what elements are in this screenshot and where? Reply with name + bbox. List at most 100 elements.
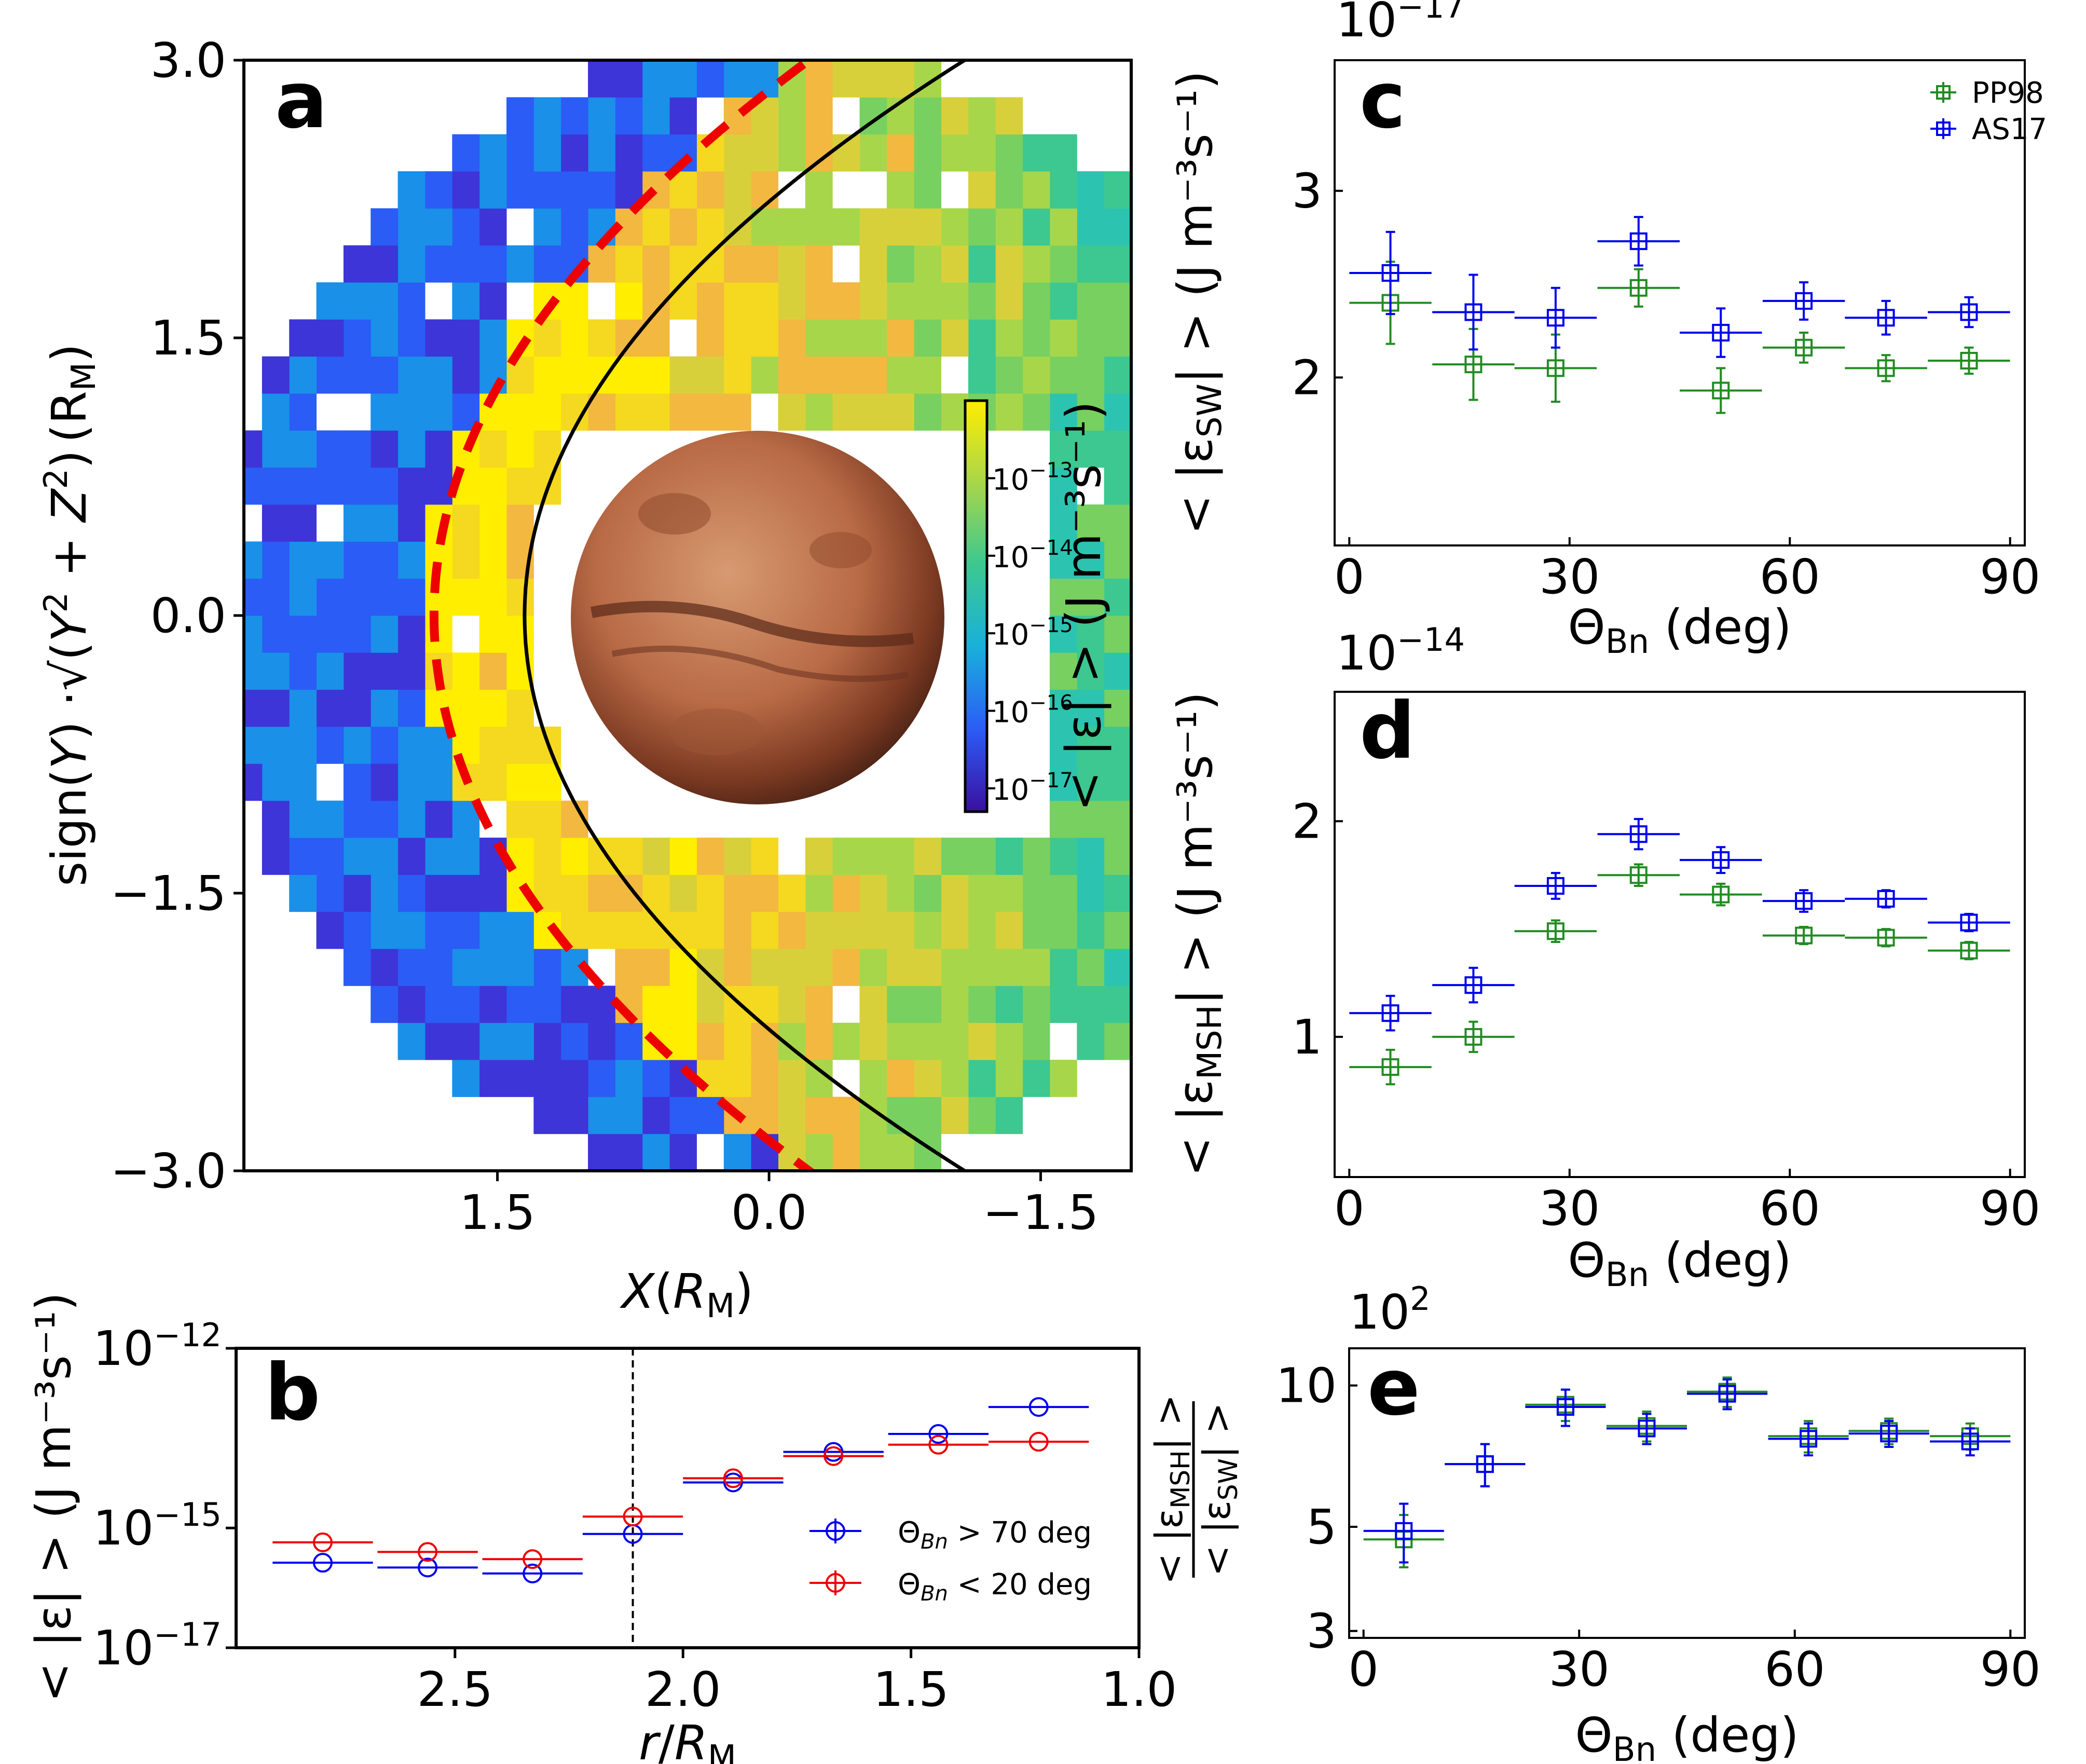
legend-label-c: PP98 [1972,76,2044,110]
data-point-c [1464,355,1483,374]
heatmap-cell [452,541,480,579]
data-point-d [1712,851,1730,869]
heatmap-cell [669,171,697,209]
heatmap-cell [479,1060,507,1097]
x-tick-label-d: 30 [1539,1181,1600,1236]
heatmap-cell [1022,1060,1050,1097]
heatmap-cell [424,208,452,246]
heatmap-cell [941,1097,969,1134]
heatmap-cell [1104,838,1131,875]
heatmap-cell [941,911,969,949]
heatmap-cell [805,1022,833,1060]
heatmap-cell [1049,393,1077,431]
heatmap-cell [370,282,399,320]
colorbar-tick-label: 10−13 [992,458,1073,497]
data-point-c [1877,309,1895,327]
heatmap-cell [244,727,263,764]
heatmap-cell [506,245,534,283]
heatmap-cell [1104,282,1131,320]
heatmap-cell [615,60,643,98]
heatmap-cell [1049,949,1077,986]
data-point-e [1476,1455,1494,1473]
heatmap-cell [533,949,561,986]
x-axis-label-a: X(RM) [620,1264,753,1325]
heatmap-cell [696,874,724,912]
heatmap-cell [1049,171,1077,209]
data-point-b [312,1532,333,1552]
heatmap-cell [941,874,969,912]
heatmap-cell [805,171,833,209]
heatmap-cell [397,171,426,209]
panel-letter-a: a [275,56,327,146]
heatmap-cell [316,430,344,468]
data-point-d [1877,890,1895,908]
heatmap-cell [832,1133,860,1171]
heatmap-cell [244,689,263,727]
heatmap-cell [588,1133,615,1171]
heatmap-cell [805,949,833,986]
heatmap-cell [370,763,399,801]
heatmap-cell [1022,911,1050,949]
heatmap-cell [452,171,480,209]
colorbar-tick-label: 10−14 [992,536,1073,575]
heatmap-cell [778,356,806,394]
heatmap-cell [452,874,480,912]
data-point-b [523,1563,543,1583]
mars-planet [571,431,944,804]
data-point-c [1546,359,1565,377]
heatmap-cell [723,319,751,357]
heatmap-cell [397,1022,426,1060]
heatmap-cell [479,134,507,172]
heatmap-cell [506,616,534,653]
heatmap-cell [370,430,399,468]
heatmap-cell [370,319,399,357]
heatmap-cell [370,393,399,431]
y-axis-label-b: < |ε| > (J m⁻³s⁻¹) [26,1292,81,1702]
heatmap-cell [751,949,778,986]
panel-b: 2.5 2.0 1.5 1.0 10−12 10−15 10−17 b r/RM < |ε|… [26,1292,1177,1764]
heatmap-cell [533,393,561,431]
heatmap-cell [859,1133,887,1171]
heatmap-cell [424,800,452,838]
heatmap-cell [914,356,942,394]
heatmap-cell [588,838,615,875]
heatmap-cell [1104,949,1131,986]
heatmap-cell [941,986,969,1023]
data-point-d [1877,928,1895,947]
heatmap-cell [1077,763,1105,801]
heatmap-cell [452,986,480,1023]
heatmap-cell [533,1022,561,1060]
heatmap-cell [262,838,290,875]
heatmap-cell [968,245,996,283]
heatmap-cell [560,356,588,394]
heatmap-cell [615,319,643,357]
heatmap-cell [479,874,507,912]
y-label-e-numerator: < |εMSH| > [1147,1394,1196,1584]
heatmap-cell [343,578,371,616]
heatmap-cell [343,356,371,394]
heatmap-cell [941,97,969,135]
heatmap-cell [968,97,996,135]
heatmap-cell [832,1022,860,1060]
heatmap-cell [832,838,860,875]
heatmap-cell [289,319,317,357]
heatmap-cell [1104,245,1131,283]
heatmap-cell [1104,1022,1131,1060]
heatmap-cell [642,60,670,98]
heatmap-cell [669,986,697,1023]
heatmap-cell [886,319,914,357]
heatmap-cell [424,949,452,986]
data-point-e [1961,1432,1979,1451]
heatmap-cell [832,393,860,431]
y-tick-label-e: 5 [1306,1499,1337,1555]
heatmap-cell [506,171,534,209]
heatmap-cell [370,504,399,542]
heatmap-cell [452,134,480,172]
heatmap-cell [343,616,371,653]
panel-e: 0 30 60 90 10 5 3 e 102 ΘBn (deg) < |εMSH| > <… [1147,1280,2041,1764]
heatmap-cell [588,245,615,283]
heatmap-cell [479,652,507,690]
y-tick-label-d: 1 [1292,1009,1322,1065]
heatmap-cell [316,467,344,505]
